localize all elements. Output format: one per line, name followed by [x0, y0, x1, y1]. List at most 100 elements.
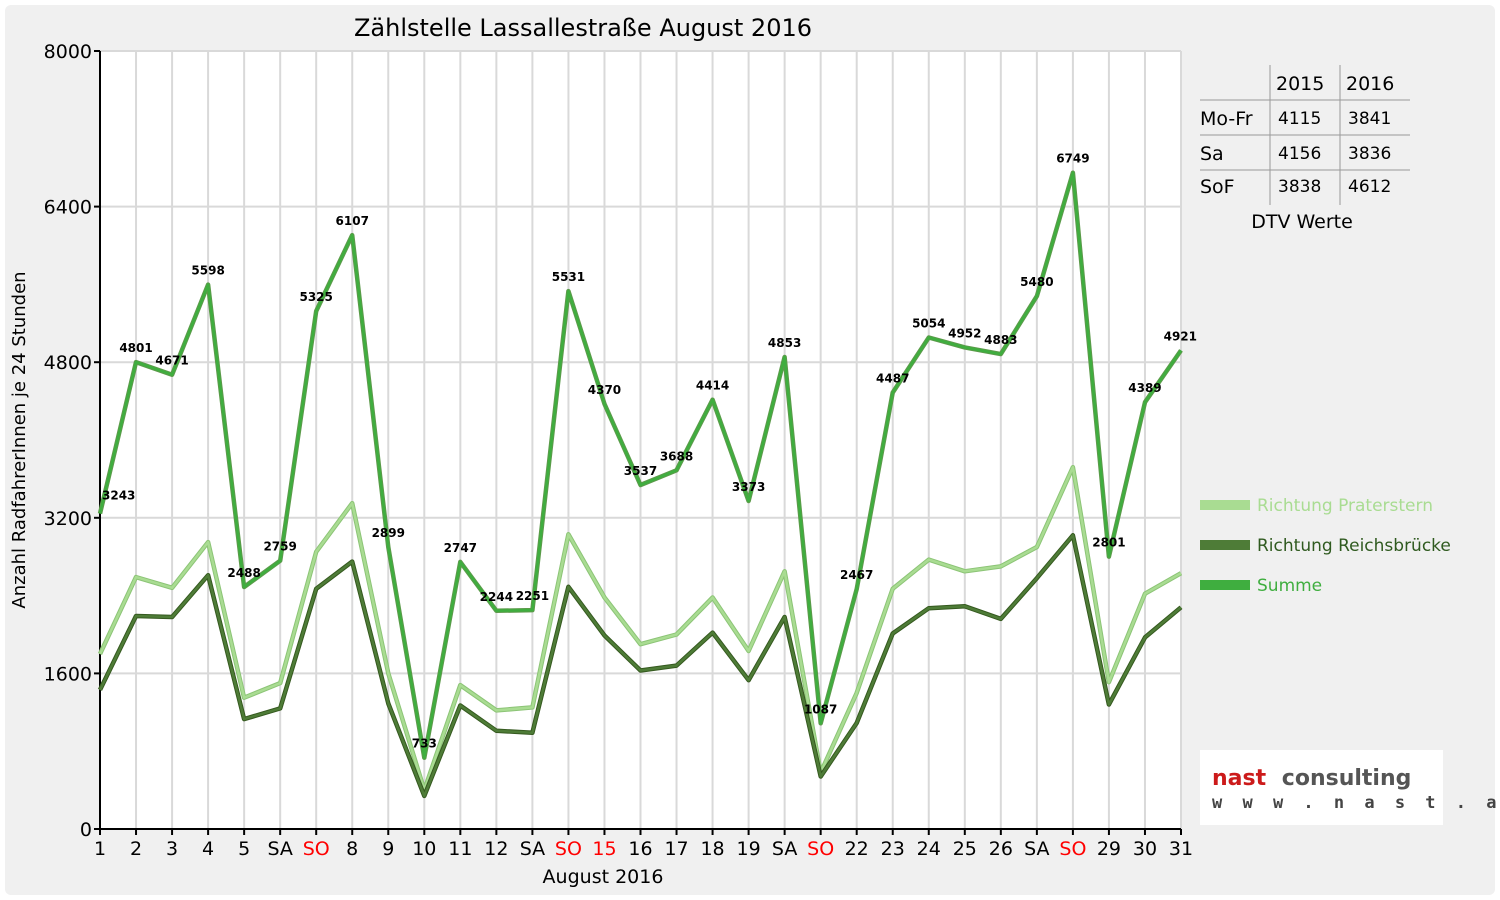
data-label: 5480	[1020, 275, 1053, 289]
data-label: 4389	[1128, 381, 1161, 395]
y-tick-label: 0	[80, 819, 92, 841]
x-tick-label: 25	[953, 838, 977, 860]
dtv-cell: 3836	[1348, 144, 1391, 164]
data-label: 2747	[444, 541, 477, 555]
x-tick-label: SO	[807, 838, 834, 860]
data-label: 3688	[660, 449, 693, 463]
dtv-row-label: SoF	[1200, 176, 1235, 198]
logo-url: w w w . n a s t . a t	[1212, 793, 1500, 813]
x-tick-label: 12	[484, 838, 508, 860]
data-label: 4883	[984, 333, 1017, 347]
data-label: 2488	[227, 566, 260, 580]
y-tick-label: 1600	[44, 663, 92, 685]
data-label: 4952	[948, 326, 981, 340]
x-tick-label: 17	[664, 838, 688, 860]
x-axis-label: August 2016	[543, 866, 664, 888]
logo-text: nast consulting	[1212, 766, 1411, 791]
data-label: 2899	[372, 526, 405, 540]
y-tick-label: 4800	[44, 352, 92, 374]
x-tick-label: 3	[166, 838, 178, 860]
x-tick-label: SO	[555, 838, 582, 860]
dtv-cell: 3838	[1278, 177, 1321, 197]
data-label: 4414	[696, 379, 729, 393]
series-line-reichsbruecke	[98, 534, 1182, 798]
data-label: 733	[412, 737, 437, 751]
x-tick-label: 24	[917, 838, 941, 860]
x-tick-label: 9	[382, 838, 394, 860]
logo-word-consulting: consulting	[1282, 766, 1412, 791]
x-tick-label: SA	[267, 838, 292, 860]
x-tick-label: 2	[130, 838, 142, 860]
dtv-header-2015: 2015	[1276, 73, 1324, 95]
data-label: 6107	[336, 214, 369, 228]
x-tick-labels: 1 2 3 4 5 SA SO 8 9 10 11 12 SA SO 15 16 17 18 19 SA SO 22 23 2…	[94, 838, 1193, 860]
legend-label-praterstern: Richtung Praterstern	[1257, 496, 1433, 516]
data-label: 4921	[1164, 329, 1197, 343]
data-label: 4853	[768, 336, 801, 350]
y-tick-label: 6400	[44, 197, 92, 219]
data-label: 2801	[1092, 536, 1125, 550]
chart-title: Zählstelle Lassallestraße August 2016	[354, 14, 812, 42]
data-label: 5054	[912, 316, 945, 330]
x-tick-label: 26	[989, 838, 1013, 860]
legend-label-reichsbruecke: Richtung Reichsbrücke	[1257, 536, 1451, 556]
series-line-praterstern	[98, 465, 1182, 792]
dtv-cell: 4612	[1348, 177, 1391, 197]
company-logo: nast consulting w w w . n a s t . a t	[1200, 750, 1500, 825]
x-tick-label: SO	[1059, 838, 1086, 860]
axes	[94, 50, 1182, 835]
data-label: 2251	[516, 589, 549, 603]
data-label: 6749	[1056, 152, 1089, 166]
legend-swatch-reichsbruecke	[1200, 540, 1250, 550]
series-lines	[97, 170, 1183, 799]
grid-lines	[99, 50, 1182, 830]
data-label: 5598	[191, 264, 224, 278]
x-tick-label: 11	[448, 838, 472, 860]
x-tick-label: 23	[881, 838, 905, 860]
data-label: 4671	[155, 354, 188, 368]
x-tick-label: 10	[412, 838, 436, 860]
data-label: 3243	[102, 489, 135, 503]
x-tick-label: 1	[94, 838, 106, 860]
y-axis-label: Anzahl RadfahrerInnen je 24 Stunden	[9, 271, 30, 608]
x-tick-label: 30	[1133, 838, 1157, 860]
x-tick-label: 15	[592, 838, 616, 860]
data-label: 3537	[624, 464, 657, 478]
x-tick-label: 19	[737, 838, 761, 860]
data-label: 4370	[588, 383, 621, 397]
x-tick-label: 29	[1097, 838, 1121, 860]
dtv-header-2016: 2016	[1346, 73, 1394, 95]
data-label: 2467	[840, 568, 873, 582]
legend: Richtung Praterstern Richtung Reichsbrüc…	[1200, 496, 1451, 596]
x-tick-label: SO	[303, 838, 330, 860]
series-line-summe	[98, 171, 1183, 759]
x-tick-label: 22	[845, 838, 869, 860]
x-tick-label: 31	[1169, 838, 1193, 860]
dtv-row-label: Sa	[1200, 143, 1224, 165]
x-tick-label: 4	[202, 838, 214, 860]
dtv-row-label: Mo-Fr	[1200, 108, 1253, 130]
legend-swatch-summe	[1200, 580, 1250, 590]
logo-word-nast: nast	[1212, 766, 1267, 791]
y-tick-label: 3200	[44, 508, 92, 530]
x-tick-label: 18	[700, 838, 724, 860]
data-label: 5325	[299, 290, 332, 304]
x-tick-label: 16	[628, 838, 652, 860]
dtv-cell: 4156	[1278, 144, 1321, 164]
logo-background	[1200, 750, 1443, 825]
data-label: 1087	[804, 702, 837, 716]
dtv-caption: DTV Werte	[1251, 211, 1353, 233]
data-label: 3373	[732, 480, 765, 494]
dtv-table: 2015 2016 Mo-Fr 4115 3841 Sa 4156 3836 S…	[1200, 65, 1410, 233]
data-label: 2759	[263, 540, 296, 554]
data-label: 5531	[552, 270, 585, 284]
y-tick-labels: 0 1600 3200 4800 6400 8000	[44, 41, 92, 841]
x-tick-label: SA	[1024, 838, 1049, 860]
data-label: 4801	[119, 341, 152, 355]
legend-label-summe: Summe	[1257, 576, 1322, 596]
y-tick-label: 8000	[44, 41, 92, 63]
x-tick-label: 8	[346, 838, 358, 860]
data-label: 4487	[876, 372, 909, 386]
